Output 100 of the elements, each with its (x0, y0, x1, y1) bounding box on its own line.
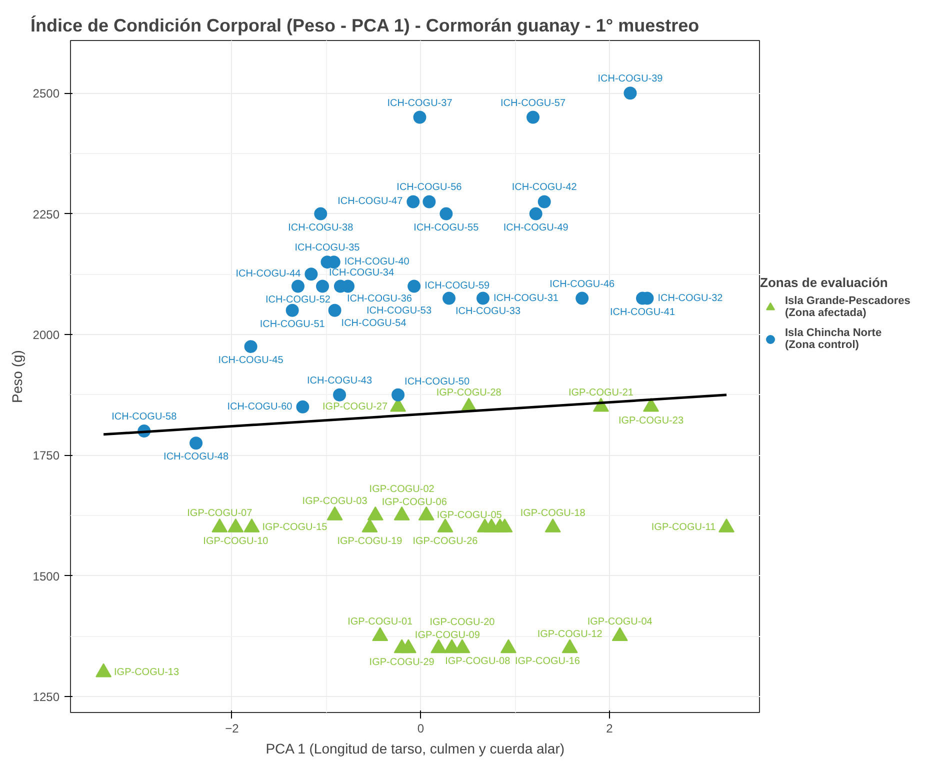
x-tick-label: 0 (417, 722, 424, 736)
point (190, 436, 203, 450)
legend-label: Isla Grande-Pescadores (Zona afectada) (785, 295, 910, 319)
y-tick-label: 1250 (32, 690, 60, 704)
annotation: ICH-COGU-39 (598, 74, 664, 85)
annotation: IGP-COGU-21 (568, 387, 634, 398)
point (296, 400, 310, 414)
point (500, 639, 516, 654)
annotation: IGP-COGU-23 (618, 415, 684, 426)
annotation: ICH-COGU-41 (610, 306, 676, 318)
annotation: IGP-COGU-01 (348, 616, 414, 628)
annotation: IGP-COGU-19 (337, 536, 403, 548)
annotation: IGP-COGU-07 (187, 508, 253, 520)
annotation: IGP-COGU-29 (369, 656, 435, 668)
point (392, 388, 405, 402)
point (316, 280, 330, 293)
point (372, 627, 388, 642)
annotation: ICH-COGU-45 (218, 355, 284, 366)
y-tick-label: 2250 (32, 207, 60, 222)
chart-title: Índice de Condición Corporal (Peso - PCA 1) - Cormorán guanay - 1° muestreo (30, 16, 700, 36)
legend-title: Zonas de evaluación (760, 275, 889, 290)
y-tick-label: 1500 (32, 569, 60, 584)
annotation: IGP-COGU-04 (587, 616, 653, 628)
point (454, 639, 470, 654)
annotation: IGP-COGU-05 (436, 510, 502, 522)
point (430, 639, 447, 654)
point (394, 506, 410, 520)
point (244, 340, 258, 354)
annotation: IGP-COGU-13 (114, 666, 180, 678)
annotation: ICH-COGU-59 (424, 280, 490, 292)
annotation: ICH-COGU-57 (500, 98, 566, 109)
y-tick-label: 2000 (32, 328, 60, 342)
point (244, 518, 260, 532)
point (362, 518, 378, 532)
annotation: IGP-COGU-08 (445, 656, 511, 667)
annotation: ICH-COGU-52 (265, 294, 331, 306)
point (437, 518, 454, 532)
point (612, 627, 628, 642)
annotation: ICH-COGU-58 (112, 412, 178, 423)
annotation: IGP-COGU-10 (203, 536, 269, 548)
annotation: ICH-COGU-40 (344, 256, 410, 268)
annotation: ICH-COGU-43 (307, 375, 372, 386)
point (718, 518, 735, 532)
point (476, 292, 490, 305)
y-tick-label: 2500 (32, 86, 60, 101)
point (304, 268, 318, 281)
annotation: IGP-COGU-18 (520, 508, 586, 520)
annotation: ICH-COGU-33 (456, 306, 521, 317)
legend-label: Isla Chincha Norte (Zona control) (785, 327, 882, 351)
annotation: ICH-COGU-44 (236, 268, 302, 280)
annotation: ICH-COGU-42 (512, 182, 578, 194)
annotation: IGP-COGU-15 (262, 522, 328, 534)
point (538, 195, 551, 208)
point (624, 86, 637, 100)
annotation: IGP-COGU-20 (430, 616, 496, 628)
annotation: ICH-COGU-51 (260, 318, 326, 330)
point (544, 518, 561, 532)
annotation: ICH-COGU-53 (366, 306, 432, 317)
annotation: IGP-COGU-26 (412, 536, 478, 548)
point (408, 280, 421, 293)
x-tick-label: 2 (606, 722, 614, 736)
annotation: ICH-COGU-55 (414, 222, 480, 234)
point (333, 388, 346, 402)
annotation: IGP-COGU-12 (537, 628, 603, 640)
point (413, 110, 426, 124)
point (562, 639, 578, 654)
annotation: IGP-COGU-11 (651, 522, 716, 534)
annotation: IGP-COGU-09 (414, 630, 480, 641)
point (643, 398, 660, 412)
point (529, 207, 542, 220)
point (326, 506, 343, 520)
point (418, 506, 434, 520)
annotation: ICH-COGU-48 (164, 452, 229, 463)
point (286, 304, 299, 317)
annotation: ICH-COGU-31 (493, 292, 559, 304)
annotation: ICH-COGU-32 (658, 292, 724, 304)
annotation: ICH-COGU-47 (338, 196, 404, 208)
point (406, 195, 420, 208)
annotation: IGP-COGU-27 (322, 401, 388, 412)
y-tick-label: 1750 (32, 448, 60, 463)
point (314, 207, 328, 220)
annotation: ICH-COGU-34 (329, 268, 394, 279)
annotation: IGP-COGU-06 (382, 497, 448, 508)
point (291, 280, 304, 293)
point (576, 292, 589, 305)
x-tick-label: −2 (225, 722, 240, 736)
point (400, 639, 416, 654)
point (96, 663, 112, 678)
annotation: ICH-COGU-56 (396, 182, 462, 194)
annotation: IGP-COGU-16 (514, 656, 580, 667)
annotation: ICH-COGU-60 (227, 401, 293, 412)
annotation: ICH-COGU-50 (404, 376, 470, 388)
annotation: ICH-COGU-54 (341, 318, 407, 329)
annotation: IGP-COGU-03 (302, 496, 368, 508)
annotation: IGP-COGU-28 (436, 387, 502, 398)
annotation: ICH-COGU-36 (346, 294, 412, 305)
y-axis-title: Peso (g) (8, 350, 25, 403)
annotation: ICH-COGU-46 (550, 278, 616, 290)
point (422, 195, 436, 208)
point (440, 207, 453, 220)
